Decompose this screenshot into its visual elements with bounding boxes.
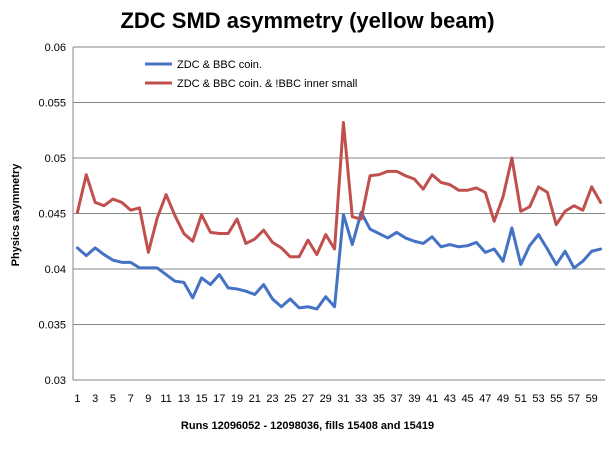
- x-tick-label: 55: [550, 393, 562, 405]
- y-tick-label: 0.04: [45, 264, 66, 276]
- x-tick-label: 25: [284, 393, 296, 405]
- legend-label-1: ZDC & BBC coin.: [177, 59, 262, 71]
- x-tick-label: 49: [497, 393, 509, 405]
- x-tick-label: 39: [408, 393, 420, 405]
- x-tick-label: 35: [373, 393, 385, 405]
- x-tick-label: 1: [74, 393, 80, 405]
- x-tick-label: 11: [160, 393, 171, 405]
- chart-title: ZDC SMD asymmetry (yellow beam): [120, 8, 495, 33]
- x-tick-label: 7: [128, 393, 134, 405]
- x-axis-label: Runs 12096052 - 12098036, fills 15408 an…: [180, 420, 435, 432]
- y-tick-label: 0.055: [38, 98, 66, 110]
- x-tick-label: 37: [391, 393, 403, 405]
- y-tick-label: 0.035: [38, 320, 66, 332]
- y-tick-label: 0.045: [38, 209, 66, 221]
- x-tick-label: 27: [302, 393, 314, 405]
- x-tick-label: 17: [213, 393, 225, 405]
- x-tick-label: 33: [355, 393, 367, 405]
- series-line-2: [75, 120, 603, 259]
- x-tick-label: 43: [444, 393, 456, 405]
- series-line-1: [75, 210, 603, 311]
- x-tick-label: 47: [479, 393, 491, 405]
- y-tick-label: 0.06: [45, 42, 66, 54]
- y-tick-label: 0.05: [45, 153, 66, 165]
- x-tick-label: 59: [586, 393, 598, 405]
- legend-label-2: ZDC & BBC coin. & !BBC inner small: [177, 78, 357, 90]
- y-tick-label: 0.03: [45, 375, 66, 387]
- x-tick-label: 41: [426, 393, 438, 405]
- x-tick-label: 21: [249, 393, 261, 405]
- x-tick-label: 45: [461, 393, 473, 405]
- x-tick-label: 19: [231, 393, 243, 405]
- x-tick-label: 57: [568, 393, 580, 405]
- x-tick-label: 31: [337, 393, 349, 405]
- x-tick-label: 13: [178, 393, 190, 405]
- x-tick-label: 51: [515, 393, 527, 405]
- x-tick-label: 5: [110, 393, 116, 405]
- x-tick-label: 53: [532, 393, 544, 405]
- x-tick-label: 23: [266, 393, 278, 405]
- x-tick-label: 3: [92, 393, 98, 405]
- x-tick-label: 29: [320, 393, 332, 405]
- x-tick-label: 9: [145, 393, 151, 405]
- x-tick-label: 15: [195, 393, 207, 405]
